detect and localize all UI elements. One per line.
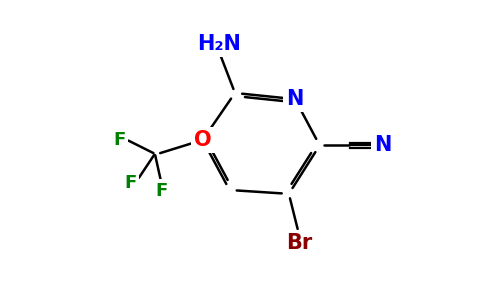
Text: F: F xyxy=(155,182,167,200)
Text: N: N xyxy=(287,89,303,109)
Text: Br: Br xyxy=(287,233,313,253)
Text: F: F xyxy=(113,131,125,149)
Text: H₂N: H₂N xyxy=(197,34,242,54)
Text: O: O xyxy=(194,130,212,150)
Text: N: N xyxy=(374,135,392,155)
Text: F: F xyxy=(124,174,136,192)
